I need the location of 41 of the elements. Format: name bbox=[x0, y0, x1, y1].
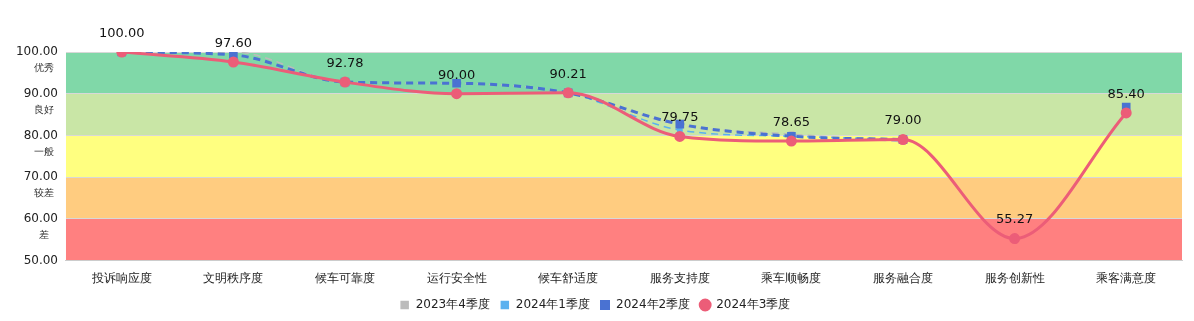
data-label: 79.00 bbox=[884, 112, 922, 128]
point bbox=[785, 135, 797, 147]
data-label: 90.00 bbox=[437, 66, 476, 82]
data-label: 92.78 bbox=[326, 55, 364, 70]
band-label: 一般 bbox=[33, 145, 54, 157]
y-tick-label: 70.00 bbox=[23, 169, 58, 184]
point bbox=[1120, 107, 1132, 119]
band-label: 良好 bbox=[33, 104, 54, 115]
band-label: 较差 bbox=[33, 187, 54, 199]
point bbox=[227, 56, 239, 68]
data-label: 55.27 bbox=[995, 211, 1034, 227]
point bbox=[451, 88, 463, 100]
legend-label: 2024年3季度 bbox=[716, 297, 791, 312]
x-tick-label: 服务创新性 bbox=[984, 270, 1045, 285]
legend-label: 2024年2季度 bbox=[616, 297, 691, 312]
y-tick-label: 90.00 bbox=[23, 85, 58, 100]
data-label: 97.60 bbox=[214, 34, 252, 50]
y-tick-label: 100.00 bbox=[15, 44, 58, 59]
y-tick-label: 80.00 bbox=[23, 127, 58, 142]
data-label: 100.00 bbox=[99, 24, 145, 40]
band-label: 差 bbox=[38, 229, 49, 241]
point bbox=[1009, 233, 1021, 245]
point bbox=[674, 130, 686, 142]
legend-label: 2024年1季度 bbox=[515, 297, 591, 312]
band-label: 优秀 bbox=[33, 62, 54, 74]
y-tick-label: 60.00 bbox=[23, 211, 58, 226]
data-label: 79.75 bbox=[661, 109, 699, 125]
x-tick-label: 投诉响应度 bbox=[90, 270, 152, 285]
x-tick-label: 服务支持度 bbox=[649, 270, 710, 285]
x-tick-label: 运行安全性 bbox=[426, 270, 487, 285]
x-tick-label: 乘车顺畅度 bbox=[761, 270, 822, 285]
x-tick-label: 候车可靠度 bbox=[314, 270, 375, 285]
y-tick-label: 50.00 bbox=[23, 252, 58, 267]
x-tick-label: 候车舒适度 bbox=[538, 270, 599, 285]
legend-label: 2023年4季度 bbox=[415, 297, 490, 312]
x-tick-label: 乘客满意度 bbox=[1096, 270, 1157, 285]
data-label: 85.40 bbox=[1107, 85, 1145, 101]
x-tick-label: 文明秩序度 bbox=[203, 270, 264, 285]
x-tick-label: 服务融合度 bbox=[873, 270, 933, 285]
data-label: 90.21 bbox=[549, 65, 587, 81]
data-label: 78.65 bbox=[772, 113, 811, 129]
